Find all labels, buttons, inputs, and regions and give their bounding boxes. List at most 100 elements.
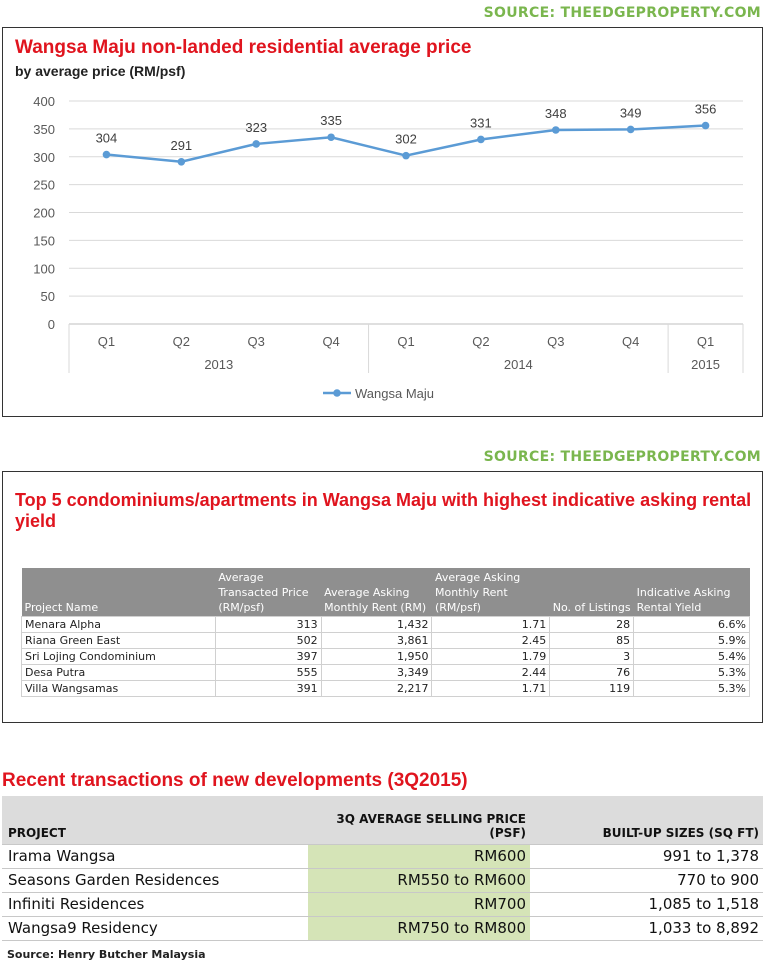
- data-label: 304: [96, 131, 118, 146]
- data-point: [626, 125, 635, 134]
- data-label: 331: [470, 115, 492, 130]
- x-tick-label: Q1: [697, 334, 714, 349]
- x-group-label: 2014: [504, 357, 533, 372]
- data-label: 302: [395, 132, 417, 147]
- data-label: 323: [245, 120, 267, 135]
- transacted-price-cell: 391: [214, 680, 322, 697]
- project-cell: Infiniti Residences: [2, 891, 308, 916]
- recent-transactions-title: Recent transactions of new developments …: [2, 770, 468, 791]
- x-tick-label: Q4: [322, 334, 339, 349]
- project-name-cell: Villa Wangsamas: [21, 680, 216, 697]
- selling-price-cell: RM750 to RM800: [308, 915, 530, 941]
- transacted-price-cell: 397: [214, 648, 322, 665]
- header-built-up-sizes: BUILT-UP SIZES (SQ FT): [530, 796, 763, 844]
- rent-psf-cell: 1.71: [431, 616, 551, 633]
- listings-cell: 3: [549, 648, 635, 665]
- project-cell: Seasons Garden Residences: [2, 867, 308, 892]
- header-selling-price: 3Q AVERAGE SELLING PRICE (PSF): [308, 796, 530, 844]
- header-avg-asking-rent-psf: Average Asking Monthly Rent (RM/psf): [431, 568, 550, 617]
- monthly-rent-cell: 1,950: [320, 648, 433, 665]
- data-label: 349: [620, 105, 642, 120]
- recent-header-row: PROJECT 3Q AVERAGE SELLING PRICE (PSF) B…: [2, 796, 763, 844]
- header-project-name: Project Name: [21, 568, 216, 617]
- table-row: Sri Lojing Condominium 397 1,950 1.79 3 …: [21, 648, 750, 665]
- source-label-middle: SOURCE: THEEDGEPROPERTY.COM: [483, 449, 761, 465]
- chart-title: Wangsa Maju non-landed residential avera…: [15, 37, 472, 58]
- transacted-price-cell: 555: [214, 664, 322, 681]
- y-tick-label: 50: [41, 289, 55, 304]
- y-tick-label: 150: [33, 233, 55, 248]
- x-tick-label: Q3: [248, 334, 265, 349]
- data-label: 348: [545, 106, 567, 121]
- y-tick-label: 0: [48, 317, 55, 332]
- source-note: Source: Henry Butcher Malaysia: [7, 948, 206, 961]
- y-tick-label: 300: [33, 150, 55, 165]
- built-up-size-cell: 991 to 1,378: [530, 843, 763, 868]
- built-up-size-cell: 1,085 to 1,518: [530, 891, 763, 916]
- transacted-price-cell: 313: [214, 616, 322, 633]
- listings-cell: 28: [549, 616, 635, 633]
- rental-yield-cell: 5.4%: [633, 648, 750, 665]
- data-label: 291: [170, 138, 192, 153]
- x-tick-label: Q2: [173, 334, 190, 349]
- data-point: [402, 151, 410, 160]
- project-cell: Irama Wangsa: [2, 843, 308, 868]
- listings-cell: 76: [549, 664, 635, 681]
- table-row: Wangsa9 Residency RM750 to RM800 1,033 t…: [2, 915, 763, 941]
- rental-table: Project Name Average Transacted Price (R…: [21, 568, 750, 697]
- data-point: [551, 126, 560, 134]
- data-point: [102, 150, 111, 159]
- rental-yield-cell: 5.3%: [633, 664, 750, 681]
- project-name-cell: Menara Alpha: [21, 616, 216, 633]
- line-chart: 0 50 100 150 200 250 300 350 400 Q1 Q2 Q3 Q4 Q1 Q2 Q3 Q4…: [33, 94, 744, 401]
- rent-psf-cell: 1.79: [431, 648, 551, 665]
- rent-psf-cell: 2.45: [431, 632, 551, 649]
- header-rental-yield: Indicative Asking Rental Yield: [633, 568, 750, 617]
- data-label: 356: [695, 102, 717, 117]
- y-tick-label: 400: [33, 94, 55, 109]
- x-group-label: 2013: [204, 357, 233, 372]
- selling-price-cell: RM550 to RM600: [308, 867, 530, 892]
- built-up-size-cell: 1,033 to 8,892: [530, 915, 763, 941]
- project-cell: Wangsa9 Residency: [2, 915, 308, 941]
- table-row: Irama Wangsa RM600 991 to 1,378: [2, 843, 763, 868]
- table-row: Infiniti Residences RM700 1,085 to 1,518: [2, 891, 763, 916]
- header-avg-transacted-price: Average Transacted Price (RM/psf): [215, 568, 322, 617]
- data-point: [177, 157, 186, 166]
- data-point: [252, 140, 261, 148]
- source-label-top: SOURCE: THEEDGEPROPERTY.COM: [483, 5, 761, 21]
- y-tick-label: 200: [33, 206, 55, 221]
- x-group-label: 2015: [691, 357, 720, 372]
- y-tick-label: 250: [33, 178, 55, 193]
- x-tick-label: Q1: [98, 334, 115, 349]
- data-point: [327, 133, 335, 142]
- built-up-size-cell: 770 to 900: [530, 867, 763, 892]
- listings-cell: 85: [549, 632, 635, 649]
- data-label: 335: [320, 113, 342, 128]
- legend-label: Wangsa Maju: [355, 386, 434, 401]
- y-tick-label: 100: [33, 261, 55, 276]
- rental-table-title: Top 5 condominiums/apartments in Wangsa …: [15, 490, 752, 531]
- table-row: Desa Putra 555 3,349 2.44 76 5.3%: [21, 664, 750, 681]
- monthly-rent-cell: 3,861: [320, 632, 433, 649]
- table-row: Villa Wangsamas 391 2,217 1.71 119 5.3%: [21, 680, 750, 697]
- monthly-rent-cell: 2,217: [320, 680, 433, 697]
- rental-table-panel: Top 5 condominiums/apartments in Wangsa …: [2, 471, 763, 723]
- selling-price-cell: RM700: [308, 891, 530, 916]
- line-chart-panel: Wangsa Maju non-landed residential avera…: [2, 27, 763, 417]
- table-row: Seasons Garden Residences RM550 to RM600…: [2, 867, 763, 892]
- project-name-cell: Sri Lojing Condominium: [21, 648, 216, 665]
- listings-cell: 119: [549, 680, 635, 697]
- rent-psf-cell: 2.44: [431, 664, 551, 681]
- data-point: [477, 135, 485, 144]
- table-row: Menara Alpha 313 1,432 1.71 28 6.6%: [21, 616, 750, 633]
- x-tick-label: Q3: [547, 334, 564, 349]
- chart-subtitle: by average price (RM/psf): [15, 63, 186, 79]
- selling-price-cell: RM600: [308, 843, 530, 868]
- header-no-of-listings: No. of Listings: [549, 568, 634, 617]
- x-tick-label: Q4: [622, 334, 639, 349]
- project-name-cell: Riana Green East: [21, 632, 216, 649]
- transacted-price-cell: 502: [214, 632, 322, 649]
- table-row: Riana Green East 502 3,861 2.45 85 5.9%: [21, 632, 750, 649]
- recent-transactions-table: PROJECT 3Q AVERAGE SELLING PRICE (PSF) B…: [2, 796, 763, 941]
